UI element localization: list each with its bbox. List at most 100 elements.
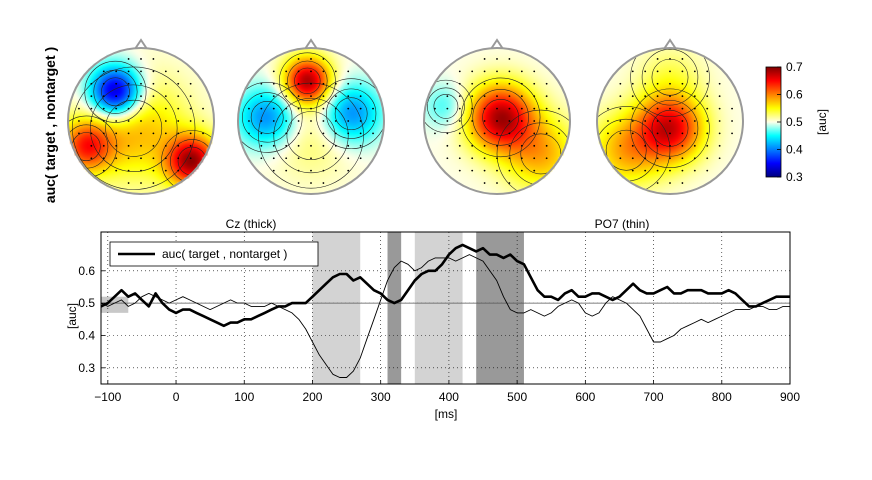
electrode-dot bbox=[520, 169, 523, 172]
nose-marker bbox=[663, 38, 677, 50]
electrode-dot bbox=[140, 169, 142, 172]
electrode-dot bbox=[347, 107, 350, 110]
electrode-dot bbox=[177, 107, 180, 110]
contour-line bbox=[242, 92, 293, 143]
electrode-dot bbox=[102, 107, 105, 110]
electrode-dot bbox=[260, 95, 263, 98]
contour-line bbox=[89, 84, 178, 173]
electrode-dot bbox=[322, 82, 325, 85]
contour-line bbox=[93, 69, 138, 114]
electrode-dot bbox=[706, 70, 709, 73]
electrode-dot bbox=[285, 157, 288, 160]
electrode-dot bbox=[115, 169, 118, 172]
electrode-dot bbox=[322, 120, 325, 122]
electrode-dot bbox=[619, 82, 622, 85]
contour-line bbox=[287, 60, 328, 102]
electrode-dot bbox=[693, 120, 696, 122]
electrode-dot bbox=[260, 132, 263, 135]
electrode-dot bbox=[496, 58, 498, 60]
electrode-dot bbox=[446, 107, 449, 110]
electrode-dot bbox=[164, 120, 167, 122]
electrode-dot bbox=[334, 132, 337, 135]
electrode-dot bbox=[520, 144, 523, 147]
electrode-dot bbox=[140, 157, 142, 160]
electrode-dot bbox=[706, 82, 709, 85]
electrode-dot bbox=[483, 182, 486, 184]
electrode-dot bbox=[718, 95, 721, 98]
contour-line bbox=[472, 89, 529, 146]
nose-marker bbox=[304, 38, 318, 50]
electrode-dot bbox=[656, 58, 659, 60]
electrode-dot bbox=[520, 70, 523, 73]
electrode-dot bbox=[706, 132, 709, 135]
electrode-dot bbox=[496, 107, 498, 110]
electrode-dot bbox=[189, 144, 192, 147]
x-tick-label: 500 bbox=[507, 390, 527, 404]
electrode-dot bbox=[644, 169, 647, 172]
electrode-dot bbox=[322, 169, 325, 172]
electrode-dot bbox=[545, 157, 548, 160]
shaded-interval bbox=[414, 232, 463, 384]
electrode-dot bbox=[693, 95, 696, 98]
electrode-dot bbox=[272, 107, 275, 110]
electrode-dot bbox=[483, 120, 486, 122]
electrode-dot bbox=[471, 95, 474, 98]
electrode-dot bbox=[102, 132, 105, 135]
electrode-dot bbox=[102, 169, 105, 172]
electrode-dot bbox=[177, 132, 180, 135]
colorbar-label: [auc] bbox=[815, 109, 829, 135]
electrode-dot bbox=[248, 107, 250, 110]
electrode-dot bbox=[297, 82, 300, 85]
electrode-dot bbox=[127, 132, 130, 135]
electrode-dot bbox=[164, 107, 167, 110]
electrode-dot bbox=[359, 157, 362, 160]
electrode-dot bbox=[127, 120, 130, 122]
topomap-1 bbox=[67, 38, 215, 195]
contour-line bbox=[426, 87, 465, 126]
electrode-dot bbox=[731, 132, 733, 135]
electrode-dot bbox=[619, 132, 622, 135]
electrode-dot bbox=[533, 70, 536, 73]
electrode-dot bbox=[310, 157, 312, 160]
electrode-dot bbox=[322, 144, 325, 147]
electrode-dot bbox=[285, 95, 288, 98]
electrode-dot bbox=[359, 144, 362, 147]
electrode-dot bbox=[656, 95, 659, 98]
electrode-dot bbox=[152, 144, 155, 147]
electrode-dot bbox=[706, 157, 709, 160]
electrode-dot bbox=[285, 144, 288, 147]
electrode-dot bbox=[706, 169, 709, 172]
electrode-dot bbox=[656, 157, 659, 160]
head-outline bbox=[237, 47, 385, 195]
electrode-dot bbox=[669, 58, 671, 60]
electrode-dot bbox=[177, 157, 180, 160]
electrode-dot bbox=[260, 144, 263, 147]
electrode-dot bbox=[140, 82, 142, 85]
electrode-dot bbox=[310, 70, 312, 73]
electrode-dot bbox=[644, 95, 647, 98]
electrode-dot bbox=[202, 120, 204, 122]
electrode-dot bbox=[446, 144, 449, 147]
electrode-dot bbox=[90, 144, 93, 147]
electrode-dot bbox=[152, 132, 155, 135]
electrode-dot bbox=[471, 132, 474, 135]
electrode-dot bbox=[669, 70, 671, 73]
y-tick-label: 0.5 bbox=[78, 296, 95, 310]
contour-line bbox=[520, 133, 562, 175]
electrode-dot bbox=[127, 58, 130, 60]
electrode-dot bbox=[127, 70, 130, 73]
electrode-dot bbox=[310, 95, 312, 98]
contour-line bbox=[425, 79, 473, 133]
electrode-dot bbox=[115, 107, 118, 110]
electrode-dot bbox=[285, 70, 288, 73]
electrode-dot bbox=[297, 144, 300, 147]
electrode-dot bbox=[359, 95, 362, 98]
electrode-dot bbox=[322, 157, 325, 160]
electrode-dot bbox=[140, 182, 142, 184]
electrode-dot bbox=[631, 82, 634, 85]
electrode-dot bbox=[533, 107, 536, 110]
electrode-dot bbox=[718, 82, 721, 85]
electrode-dot bbox=[322, 58, 325, 60]
electrode-dot bbox=[693, 82, 696, 85]
